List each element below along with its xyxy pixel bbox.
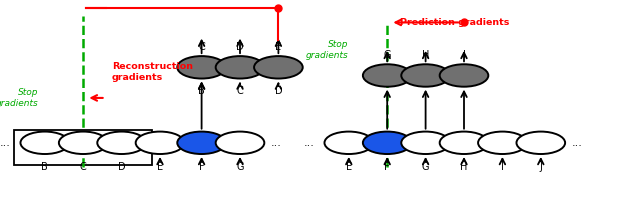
Text: H: H <box>422 50 429 60</box>
Text: G: G <box>422 162 429 172</box>
Ellipse shape <box>97 132 146 154</box>
Ellipse shape <box>363 64 412 87</box>
Ellipse shape <box>440 64 488 87</box>
Ellipse shape <box>363 132 412 154</box>
Text: E: E <box>157 162 163 172</box>
Text: Stop
gradients: Stop gradients <box>306 40 349 60</box>
Ellipse shape <box>136 132 184 154</box>
Text: E: E <box>346 162 352 172</box>
Text: ...: ... <box>572 138 582 148</box>
Text: J: J <box>540 162 542 172</box>
Ellipse shape <box>59 132 108 154</box>
Ellipse shape <box>216 132 264 154</box>
Text: Stop
gradients: Stop gradients <box>0 88 38 108</box>
Ellipse shape <box>254 56 303 79</box>
Text: F: F <box>199 162 204 172</box>
Ellipse shape <box>401 132 450 154</box>
Text: D: D <box>275 86 282 96</box>
Ellipse shape <box>401 64 450 87</box>
Text: G: G <box>383 50 391 60</box>
Text: ...: ... <box>271 138 282 148</box>
Text: E: E <box>275 42 282 52</box>
Text: H: H <box>460 162 468 172</box>
Text: I: I <box>501 162 504 172</box>
Text: C: C <box>80 162 86 172</box>
Text: D: D <box>118 162 125 172</box>
Text: D: D <box>236 42 244 52</box>
Text: I: I <box>463 50 465 60</box>
Ellipse shape <box>478 132 527 154</box>
Text: G: G <box>236 162 244 172</box>
Ellipse shape <box>177 132 226 154</box>
Text: C: C <box>237 86 243 96</box>
Text: F: F <box>385 162 390 172</box>
Ellipse shape <box>324 132 373 154</box>
Text: Reconstruction
gradients: Reconstruction gradients <box>112 62 193 82</box>
Text: B: B <box>42 162 48 172</box>
Ellipse shape <box>440 132 488 154</box>
Ellipse shape <box>516 132 565 154</box>
Text: C: C <box>198 42 205 52</box>
Ellipse shape <box>177 56 226 79</box>
Text: B: B <box>198 86 205 96</box>
Text: Prediction gradients: Prediction gradients <box>400 18 509 27</box>
Ellipse shape <box>20 132 69 154</box>
Text: ...: ... <box>0 138 11 148</box>
Text: ...: ... <box>304 138 315 148</box>
Ellipse shape <box>216 56 264 79</box>
